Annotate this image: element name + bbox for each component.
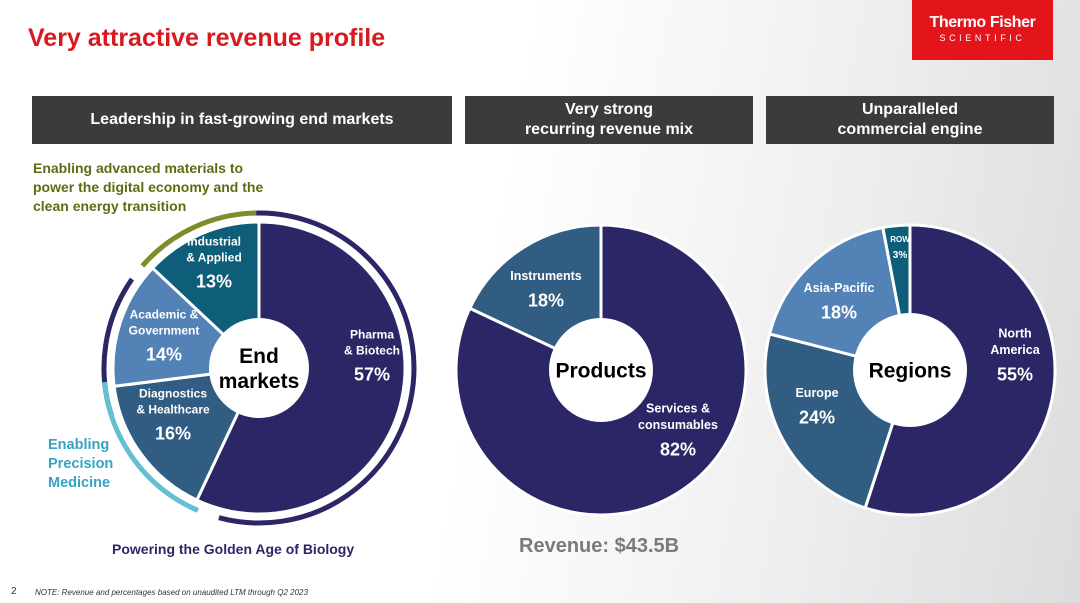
category-label: Diagnostics [139,387,207,401]
callout-line: Precision [48,456,114,472]
category-label: Academic & [130,308,199,322]
center-label: markets [219,370,300,393]
value-label: 57% [354,365,390,385]
materials-arc [140,210,257,268]
header-line: Very strong [564,101,653,118]
value-label: 14% [146,345,182,365]
center-label: Products [555,360,646,383]
donut-hole [853,313,967,427]
total-revenue: Revenue: $43.5B [519,535,680,557]
materials-callout: Enabling advanced materials to power the… [33,160,264,214]
category-label: Europe [795,386,838,400]
header-revenue-mix: Very strong recurring revenue mix [465,96,753,144]
company-logo: Thermo Fisher SCIENTIFIC [912,0,1053,60]
category-label: America [990,343,1040,357]
value-label: 18% [528,290,564,310]
precision-arc [102,381,199,513]
header-line: recurring revenue mix [524,121,694,138]
callout-line: Enabling [48,437,110,453]
value-label: 24% [799,407,835,427]
header-line: Leadership in fast-growing end markets [90,111,394,128]
header-line: commercial engine [837,121,983,138]
page-number: 2 [11,586,17,597]
center-label: End [239,345,279,368]
category-label: ROW [890,235,910,244]
center-label: Regions [869,360,952,383]
category-label: Instruments [510,269,582,283]
header-end-markets: Leadership in fast-growing end markets [32,96,452,144]
callout-line: Medicine [48,475,111,491]
value-label: 55% [997,365,1033,385]
value-label: 3% [893,250,908,261]
value-label: 82% [660,440,696,460]
category-label: & Applied [186,251,242,265]
slide-title: Very attractive revenue profile [28,24,386,52]
outer-ring-arc [218,210,417,526]
logo-wordmark: Thermo Fisher [929,14,1036,31]
category-label: Asia-Pacific [804,281,875,295]
logo-subtitle: SCIENTIFIC [939,33,1026,43]
category-label: & Healthcare [136,403,210,417]
category-label: North [998,327,1031,341]
value-label: 13% [196,272,232,292]
value-label: 16% [155,424,191,444]
donut-hole [549,318,653,422]
header-commercial-engine: Unparalleled commercial engine [766,96,1054,144]
donut-hole [209,318,309,418]
category-label: & Biotech [344,344,400,358]
category-label: Government [129,324,200,338]
category-label: Pharma [350,328,394,342]
precision-medicine-callout: Enabling Precision Medicine [48,436,113,493]
footnote: NOTE: Revenue and percentages based on u… [35,588,308,597]
category-label: consumables [638,418,718,432]
value-label: 18% [821,302,857,322]
category-label: Services & [646,402,710,416]
header-line: Unparalleled [861,101,958,118]
category-label: Industrial [187,235,241,249]
biology-callout: Powering the Golden Age of Biology [112,541,355,557]
